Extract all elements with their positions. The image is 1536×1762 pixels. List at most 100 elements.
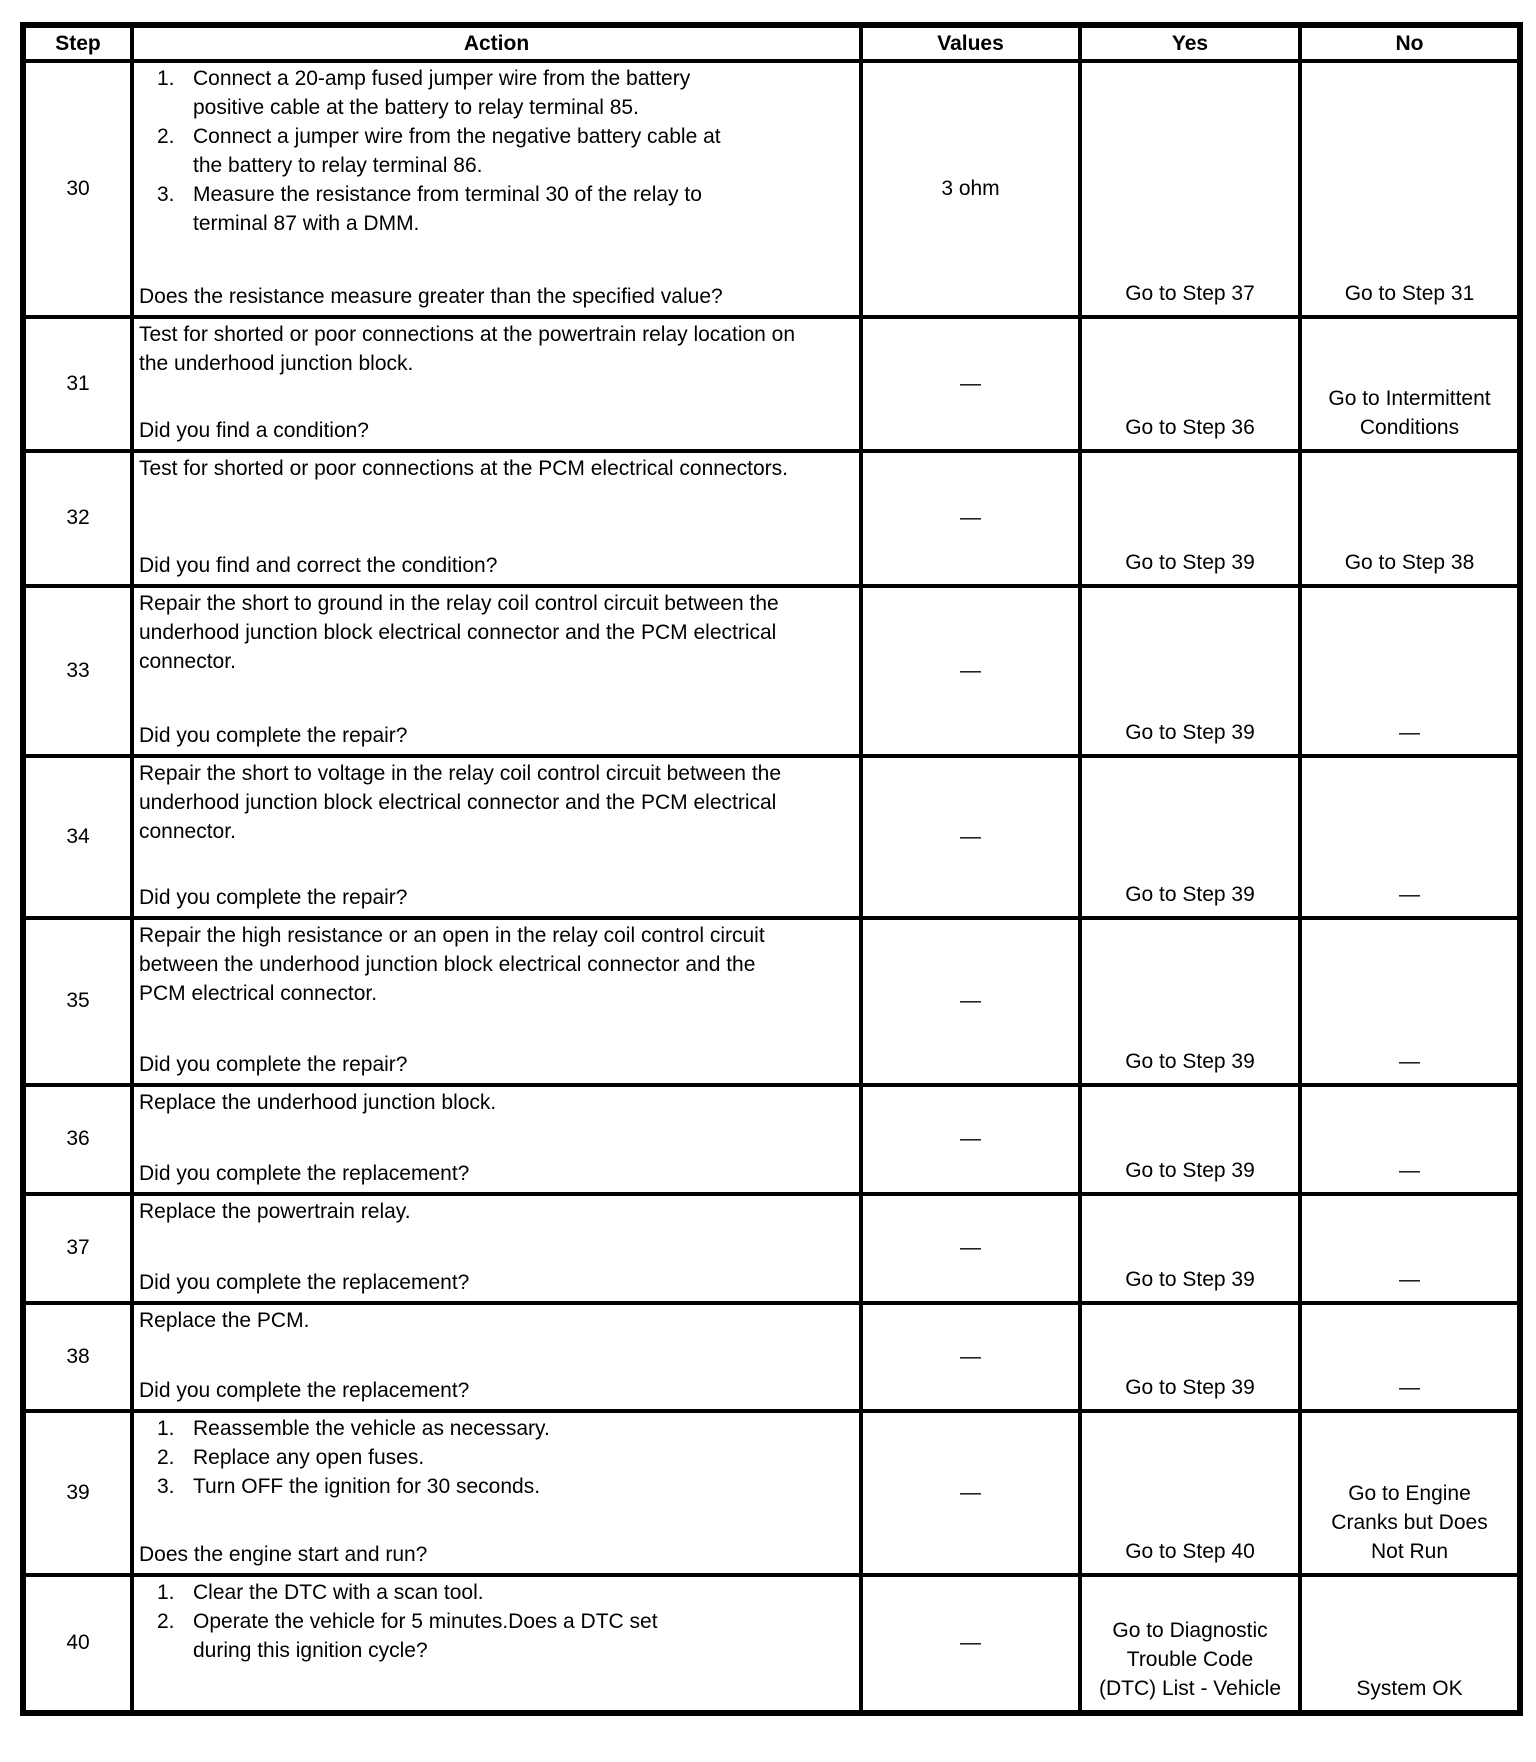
action-list: 1. Reassemble the vehicle as necessary. 2.… xyxy=(139,1415,853,1502)
step-cell: 37 xyxy=(21,1192,134,1305)
values-cell: — xyxy=(859,584,1082,758)
step-cell: 31 xyxy=(21,315,134,453)
step-cell: 32 xyxy=(21,449,134,588)
diagnostic-steps-table: Step Action Values Yes No 30 1. Connect a… xyxy=(20,22,1523,1716)
list-item-text: Operate the vehicle for 5 minutes.Does a… xyxy=(193,1609,658,1662)
yes-cell: Go to Diagnostic Trouble Code (DTC) List… xyxy=(1078,1573,1302,1715)
action-instructions: Test for shorted or poor connections at … xyxy=(139,321,853,379)
values-cell: — xyxy=(859,916,1082,1087)
values-cell: — xyxy=(859,1192,1082,1305)
table-row: 35 Repair the high resistance or an open… xyxy=(21,916,1522,1087)
action-instructions: Repair the short to voltage in the relay… xyxy=(139,760,853,847)
action-list-item: 1. Connect a 20-amp fused jumper wire fro… xyxy=(139,65,853,123)
table-body: 30 1. Connect a 20-amp fused jumper wire … xyxy=(21,59,1522,1715)
no-cell: — xyxy=(1298,916,1522,1087)
table-header: Step Action Values Yes No xyxy=(21,23,1522,63)
yes-cell: Go to Step 40 xyxy=(1078,1409,1302,1577)
values-cell: — xyxy=(859,315,1082,453)
yes-cell: Go to Step 39 xyxy=(1078,584,1302,758)
no-cell: System OK xyxy=(1298,1573,1522,1715)
action-content: Replace the PCM. Did you complete the re… xyxy=(139,1307,853,1406)
values-cell: 3 ohm xyxy=(859,59,1082,319)
action-question: Did you complete the replacement? xyxy=(139,1271,470,1295)
action-instructions: Replace the underhood junction block. xyxy=(139,1089,853,1118)
action-question: Did you complete the repair? xyxy=(139,1053,408,1077)
action-list: 1. Connect a 20-amp fused jumper wire fro… xyxy=(139,65,853,239)
table-row: 34 Repair the short to voltage in the re… xyxy=(21,754,1522,920)
list-item-text: Replace any open fuses. xyxy=(193,1445,425,1469)
step-cell: 30 xyxy=(21,59,134,319)
table-row: 33 Repair the short to ground in the rel… xyxy=(21,584,1522,758)
action-instructions: Replace the powertrain relay. xyxy=(139,1198,853,1227)
table-row: 30 1. Connect a 20-amp fused jumper wire … xyxy=(21,59,1522,319)
no-cell: Go to Step 31 xyxy=(1298,59,1522,319)
action-cell: 1. Connect a 20-amp fused jumper wire fro… xyxy=(130,59,863,319)
action-question: Does the resistance measure greater than… xyxy=(139,285,723,309)
step-cell: 33 xyxy=(21,584,134,758)
list-item-text: Connect a 20-amp fused jumper wire from … xyxy=(193,67,691,119)
action-cell: Repair the short to ground in the relay … xyxy=(130,584,863,758)
column-header-values: Values xyxy=(859,23,1082,63)
action-instructions: Repair the high resistance or an open in… xyxy=(139,922,853,1009)
action-content: 1. Connect a 20-amp fused jumper wire fro… xyxy=(139,65,853,312)
list-item-text: Measure the resistance from terminal 30 … xyxy=(193,182,702,235)
action-cell: 1. Reassemble the vehicle as necessary. 2.… xyxy=(130,1409,863,1577)
yes-cell: Go to Step 39 xyxy=(1078,754,1302,920)
no-cell: — xyxy=(1298,754,1522,920)
yes-cell: Go to Step 39 xyxy=(1078,1192,1302,1305)
action-text: Test for shorted or poor connections at … xyxy=(139,323,796,375)
yes-cell: Go to Step 39 xyxy=(1078,449,1302,588)
action-list-item: 2. Connect a jumper wire from the negativ… xyxy=(139,123,853,181)
yes-cell: Go to Step 39 xyxy=(1078,916,1302,1087)
action-instructions: 1. Connect a 20-amp fused jumper wire fro… xyxy=(139,65,853,239)
no-cell: — xyxy=(1298,1192,1522,1305)
yes-cell: Go to Step 39 xyxy=(1078,1301,1302,1413)
column-header-action: Action xyxy=(130,23,863,63)
action-question: Did you complete the repair? xyxy=(139,886,408,910)
action-cell: Replace the PCM. Did you complete the re… xyxy=(130,1301,863,1413)
table-row: 37 Replace the powertrain relay. Did you… xyxy=(21,1192,1522,1305)
list-item-number: 2. xyxy=(157,124,175,148)
values-cell: — xyxy=(859,449,1082,588)
list-item-text: Connect a jumper wire from the negative … xyxy=(193,124,721,177)
action-text: Replace the PCM. xyxy=(139,1309,310,1332)
action-list-item: 1. Clear the DTC with a scan tool. xyxy=(139,1579,853,1608)
action-list-item: 1. Reassemble the vehicle as necessary. xyxy=(139,1415,853,1444)
action-cell: Test for shorted or poor connections at … xyxy=(130,449,863,588)
values-cell: — xyxy=(859,1083,1082,1196)
step-cell: 34 xyxy=(21,754,134,920)
action-content: Replace the underhood junction block. Di… xyxy=(139,1089,853,1189)
action-content: Test for shorted or poor connections at … xyxy=(139,321,853,446)
column-header-yes: Yes xyxy=(1078,23,1302,63)
action-content: 1. Reassemble the vehicle as necessary. 2.… xyxy=(139,1415,853,1570)
action-question: Does the engine start and run? xyxy=(139,1543,428,1567)
no-cell: Go to Step 38 xyxy=(1298,449,1522,588)
list-item-number: 1. xyxy=(157,1581,175,1604)
list-item-number: 2. xyxy=(157,1609,175,1633)
no-cell: Go to Engine Cranks but Does Not Run xyxy=(1298,1409,1522,1577)
action-list-item: 2. Replace any open fuses. xyxy=(139,1444,853,1473)
no-cell: Go to Intermittent Conditions xyxy=(1298,315,1522,453)
yes-cell: Go to Step 36 xyxy=(1078,315,1302,453)
action-content: Repair the short to ground in the relay … xyxy=(139,590,853,751)
action-cell: Test for shorted or poor connections at … xyxy=(130,315,863,453)
column-header-no: No xyxy=(1298,23,1522,63)
list-item-text: Clear the DTC with a scan tool. xyxy=(193,1581,484,1604)
step-cell: 36 xyxy=(21,1083,134,1196)
no-cell: — xyxy=(1298,584,1522,758)
action-list-item: 2. Operate the vehicle for 5 minutes.Does… xyxy=(139,1608,853,1666)
list-item-text: Reassemble the vehicle as necessary. xyxy=(193,1417,550,1440)
table-row: 40 1. Clear the DTC with a scan tool. 2. Op… xyxy=(21,1573,1522,1715)
action-text: Repair the short to ground in the relay … xyxy=(139,592,779,673)
table-row: 31 Test for shorted or poor connections … xyxy=(21,315,1522,453)
step-cell: 40 xyxy=(21,1573,134,1715)
no-cell: — xyxy=(1298,1083,1522,1196)
action-cell: 1. Clear the DTC with a scan tool. 2. Opera… xyxy=(130,1573,863,1715)
no-cell: — xyxy=(1298,1301,1522,1413)
action-cell: Repair the high resistance or an open in… xyxy=(130,916,863,1087)
action-cell: Repair the short to voltage in the relay… xyxy=(130,754,863,920)
values-cell: — xyxy=(859,1573,1082,1715)
action-instructions: Replace the PCM. xyxy=(139,1307,853,1336)
action-text: Replace the underhood junction block. xyxy=(139,1091,497,1114)
action-text: Repair the short to voltage in the relay… xyxy=(139,762,782,843)
